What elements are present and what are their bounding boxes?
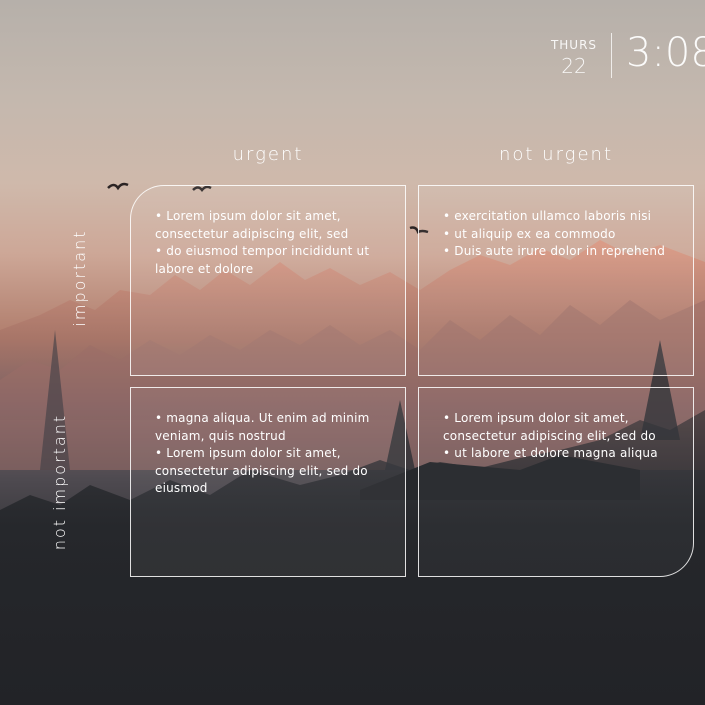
quadrant-not-urgent-important[interactable]: • exercitation ullamco laboris nisi • ut… [418,185,694,376]
clock-day: THURS [550,38,598,52]
row-header-not-important: not important [50,413,69,551]
task-item[interactable]: • ut labore et dolore magna aliqua [443,446,658,460]
clock-time: 3:08 [626,30,705,76]
task-item[interactable]: • Lorem ipsum dolor sit amet, consectetu… [443,411,656,443]
task-item[interactable]: • Lorem ipsum dolor sit amet, consectetu… [155,446,368,495]
task-item[interactable]: • exercitation ullamco laboris nisi [443,209,652,223]
quadrant-not-urgent-not-important[interactable]: • Lorem ipsum dolor sit amet, consectetu… [418,387,694,577]
clock-divider [611,33,612,78]
column-header-urgent: urgent [232,144,304,165]
task-item[interactable]: • magna aliqua. Ut enim ad minim veniam,… [155,411,370,443]
row-header-important: important [70,229,89,327]
clock-widget: THURS 22 3:08 [0,30,705,80]
quadrant-urgent-not-important[interactable]: • magna aliqua. Ut enim ad minim veniam,… [130,387,406,577]
clock-date: 22 [561,54,587,78]
quadrant-urgent-important[interactable]: • Lorem ipsum dolor sit amet, consectetu… [130,185,406,376]
column-header-not-urgent: not urgent [498,144,614,165]
task-item[interactable]: • do eiusmod tempor incididunt ut labore… [155,244,370,276]
task-item[interactable]: • Lorem ipsum dolor sit amet, consectetu… [155,209,349,241]
task-item[interactable]: • Duis aute irure dolor in reprehend [443,244,666,258]
task-item[interactable]: • ut aliquip ex ea commodo [443,226,616,241]
